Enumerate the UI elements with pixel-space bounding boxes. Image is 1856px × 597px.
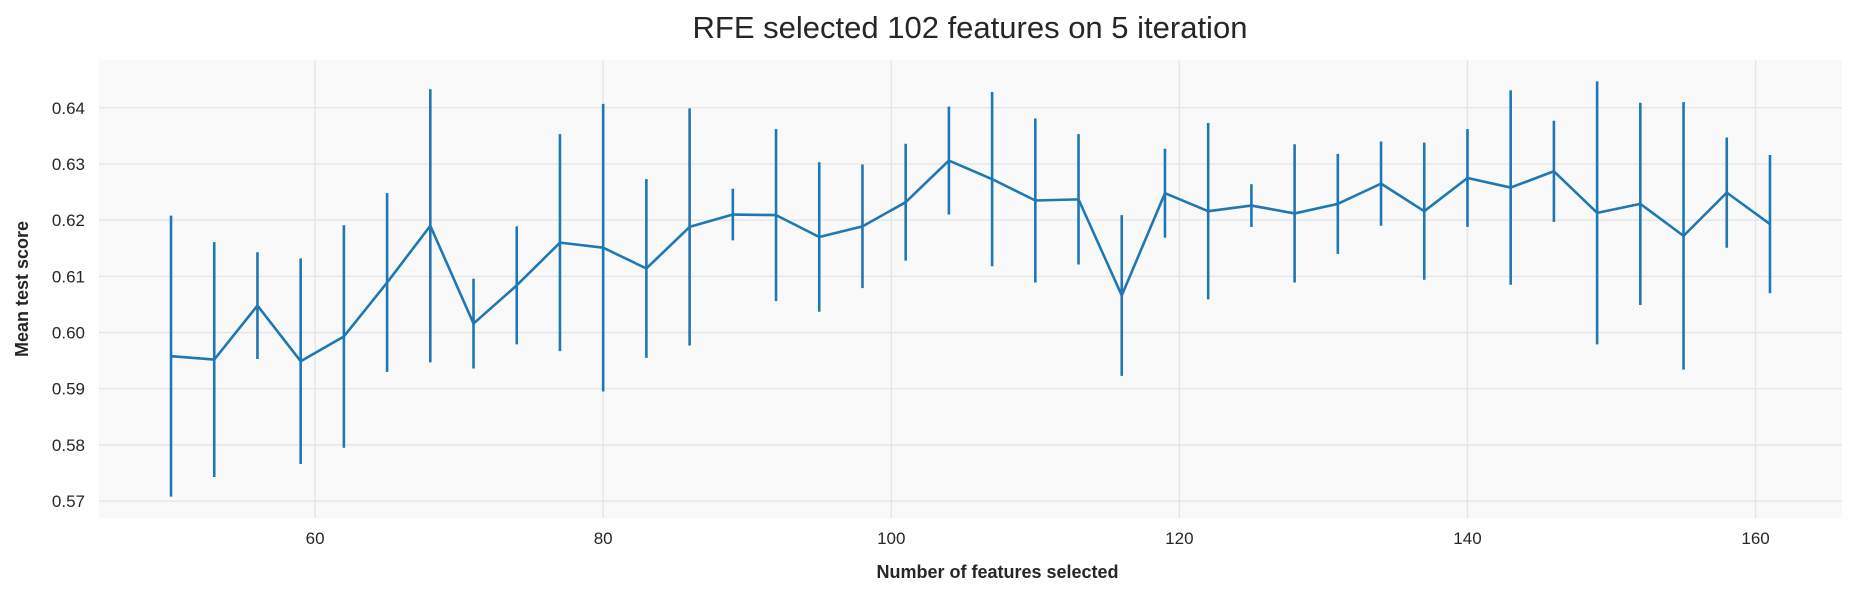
x-tick-label: 80 <box>594 529 613 548</box>
plot-background <box>99 60 1842 518</box>
y-tick-label: 0.62 <box>52 211 85 230</box>
y-tick-label: 0.57 <box>52 492 85 511</box>
y-tick-label: 0.58 <box>52 436 85 455</box>
x-tick-label: 160 <box>1741 529 1769 548</box>
y-tick-label: 0.60 <box>52 324 85 343</box>
x-axis-label: Number of features selected <box>876 562 1118 582</box>
mean-score-line <box>170 159 1771 363</box>
x-tick-label: 120 <box>1165 529 1193 548</box>
chart-title: RFE selected 102 features on 5 iteration <box>693 10 1248 45</box>
x-tick-label: 100 <box>877 529 905 548</box>
x-tick-label: 140 <box>1453 529 1481 548</box>
y-tick-label: 0.61 <box>52 267 85 286</box>
grid-lines <box>99 60 1842 518</box>
y-tick-label: 0.64 <box>52 99 85 118</box>
x-tick-label: 60 <box>306 529 325 548</box>
y-axis-label: Mean test score <box>12 221 32 357</box>
y-tick-label: 0.63 <box>52 155 85 174</box>
y-tick-label: 0.59 <box>52 380 85 399</box>
tick-labels: 60 80 100 120 140 160 0.57 0.58 0.59 0.60 0.61 0.62… <box>52 99 1770 548</box>
